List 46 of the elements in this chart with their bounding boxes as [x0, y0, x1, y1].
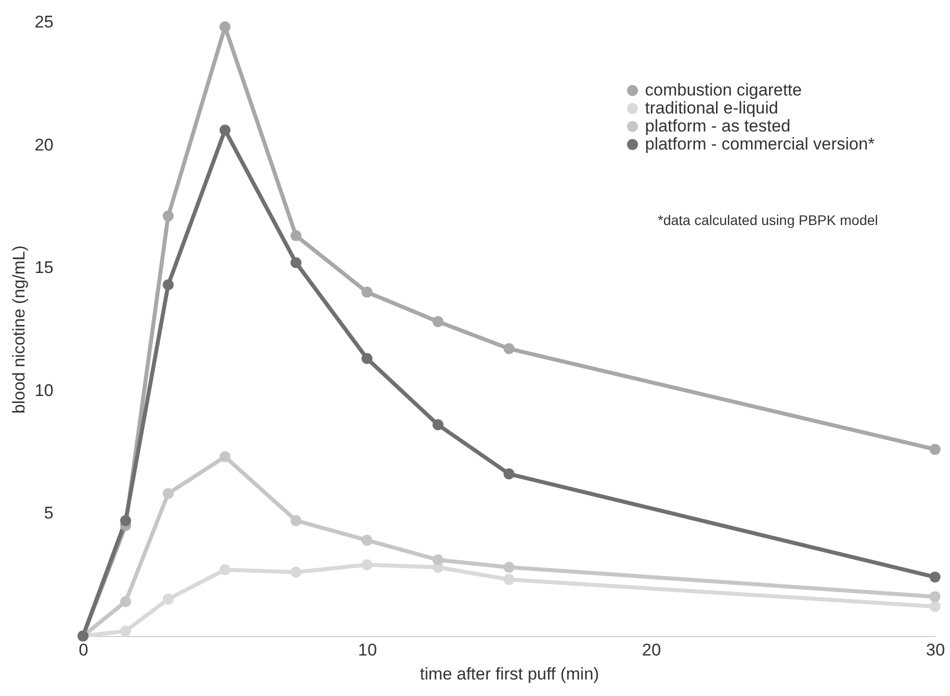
point: [432, 554, 444, 566]
x-tick-label: 10: [358, 640, 377, 660]
point: [432, 316, 444, 328]
point: [162, 210, 174, 222]
y-tick-label: 25: [34, 12, 54, 32]
point: [930, 591, 940, 602]
point: [362, 286, 372, 298]
point: [290, 230, 302, 242]
legend-label: traditional e-liquid: [645, 98, 778, 118]
point: [930, 572, 940, 583]
point: [930, 601, 940, 612]
y-tick-label: 5: [44, 504, 54, 523]
point: [220, 21, 230, 32]
point: [120, 626, 132, 637]
point: [362, 559, 372, 570]
x-axis-title: time after first puff (min): [420, 664, 600, 684]
y-tick-label: 15: [34, 258, 54, 278]
x-tick-label: 0: [78, 640, 88, 660]
point: [504, 468, 514, 480]
y-tick-label: 20: [34, 135, 54, 154]
point: [504, 343, 514, 354]
point: [120, 596, 132, 608]
point: [504, 574, 514, 585]
legend-label: combustion cigarette: [645, 80, 802, 100]
point: [290, 257, 302, 268]
point: [290, 566, 302, 578]
point: [290, 515, 302, 526]
point: [220, 451, 230, 462]
y-axis-title: blood nicotine (ng/mL): [10, 245, 29, 414]
point: [162, 488, 174, 500]
point: [120, 515, 132, 526]
annotation: *data calculated using PBPK model: [658, 212, 878, 228]
x-tick-label: 20: [642, 640, 661, 660]
point: [930, 444, 940, 455]
legend-label: platform - commercial version*: [645, 134, 875, 154]
point: [432, 419, 444, 430]
point: [504, 562, 514, 573]
legend-label: platform - as tested: [645, 116, 791, 136]
point: [162, 594, 174, 605]
point: [362, 353, 372, 364]
point: [162, 279, 174, 290]
x-tick-label: 30: [926, 640, 945, 660]
point: [220, 124, 230, 136]
point: [362, 534, 372, 546]
point: [220, 564, 230, 576]
y-tick-label: 10: [34, 380, 54, 400]
